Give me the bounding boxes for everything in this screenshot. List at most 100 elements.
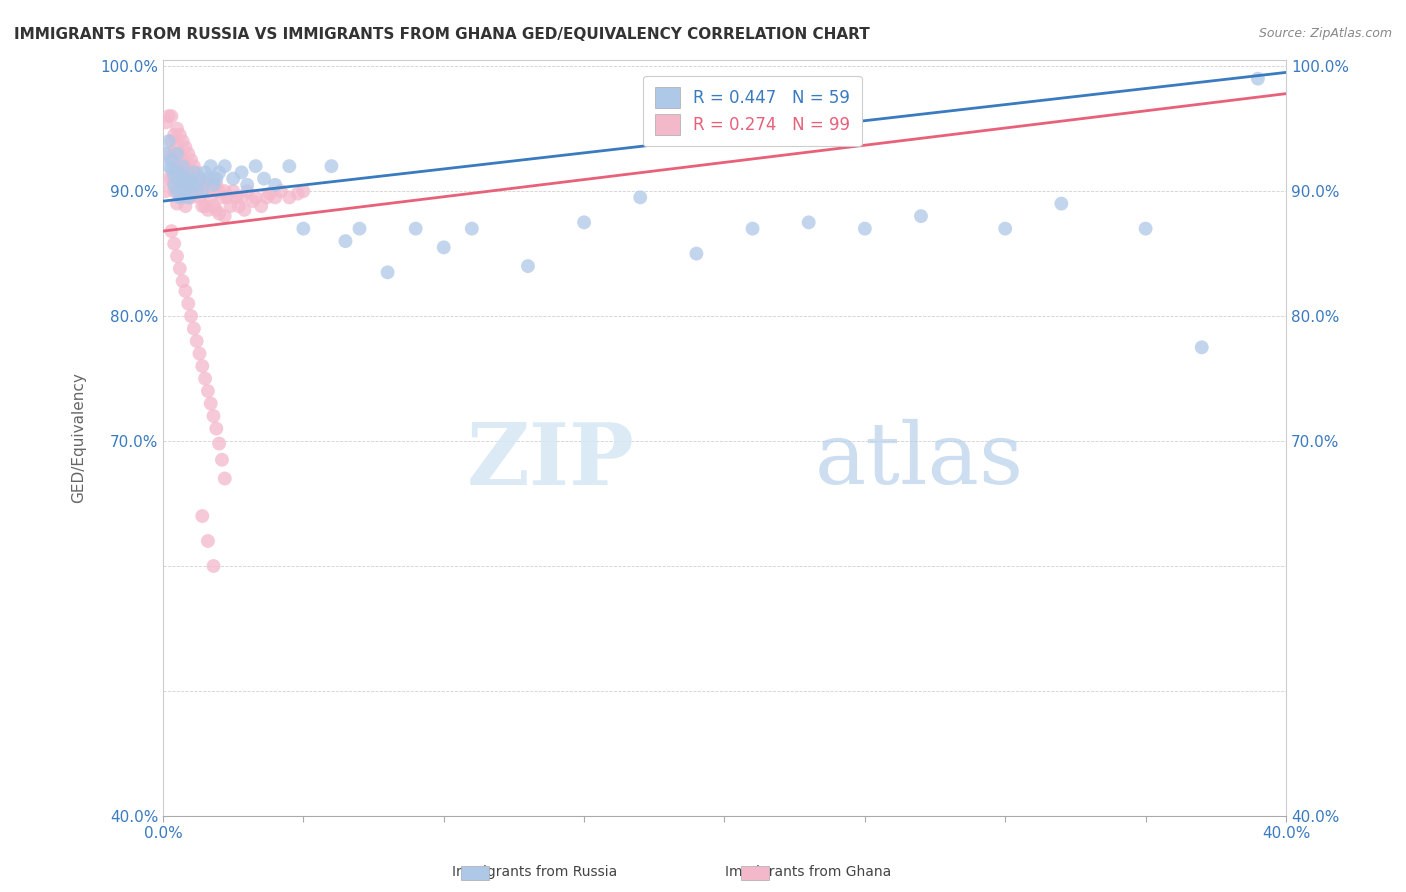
Point <box>172 169 194 183</box>
Point <box>163 128 186 142</box>
Point <box>163 165 186 179</box>
Point <box>335 234 357 248</box>
Y-axis label: GED/Equivalency: GED/Equivalency <box>72 373 86 503</box>
Point <box>211 190 233 204</box>
Point <box>177 146 200 161</box>
Text: Immigrants from Ghana: Immigrants from Ghana <box>725 865 891 880</box>
Point <box>177 184 200 198</box>
Point <box>160 161 183 176</box>
Point <box>200 159 222 173</box>
Point <box>174 178 197 192</box>
Point <box>214 184 236 198</box>
Point <box>222 171 245 186</box>
Point <box>197 202 219 217</box>
Point <box>180 190 202 204</box>
Point <box>197 184 219 198</box>
Point <box>183 159 205 173</box>
Point <box>155 184 177 198</box>
Point <box>163 236 186 251</box>
Point <box>166 178 188 192</box>
Point <box>461 221 484 235</box>
Point <box>259 186 281 201</box>
Point <box>245 190 267 204</box>
Point <box>172 274 194 288</box>
Point <box>205 202 228 217</box>
Point <box>197 384 219 398</box>
Point <box>172 159 194 173</box>
Point <box>166 196 188 211</box>
Point <box>256 190 278 204</box>
Point <box>264 178 287 192</box>
Point <box>253 171 276 186</box>
Point <box>194 199 217 213</box>
Point <box>572 215 595 229</box>
Text: Immigrants from Russia: Immigrants from Russia <box>451 865 617 880</box>
Point <box>172 190 194 204</box>
Point <box>157 146 180 161</box>
Point <box>250 199 273 213</box>
Point <box>180 171 202 186</box>
Point <box>166 146 188 161</box>
Point <box>202 409 225 423</box>
Point <box>217 190 239 204</box>
Point <box>169 146 191 161</box>
Point <box>264 190 287 204</box>
Point <box>166 159 188 173</box>
Point <box>169 174 191 188</box>
Legend: R = 0.447   N = 59, R = 0.274   N = 99: R = 0.447 N = 59, R = 0.274 N = 99 <box>643 76 862 146</box>
Point <box>157 134 180 148</box>
Point <box>180 184 202 198</box>
Point <box>405 221 427 235</box>
Point <box>172 134 194 148</box>
Point <box>163 184 186 198</box>
Point <box>160 109 183 123</box>
Point <box>166 121 188 136</box>
Point <box>200 396 222 410</box>
Point <box>177 190 200 204</box>
Text: ZIP: ZIP <box>467 418 634 502</box>
Point <box>169 128 191 142</box>
Point <box>287 186 309 201</box>
Point <box>160 153 183 167</box>
Point <box>236 184 259 198</box>
Point <box>228 199 250 213</box>
Point <box>222 184 245 198</box>
Point <box>155 115 177 129</box>
Point <box>188 171 211 186</box>
Point <box>177 296 200 310</box>
Point <box>628 190 651 204</box>
Point <box>169 165 191 179</box>
Point <box>245 159 267 173</box>
Point <box>233 202 256 217</box>
Point <box>214 159 236 173</box>
Point <box>174 178 197 192</box>
Point <box>292 221 315 235</box>
Point <box>186 165 208 179</box>
Point <box>197 534 219 549</box>
Point <box>174 159 197 173</box>
Point <box>205 178 228 192</box>
Point <box>231 165 253 179</box>
Point <box>994 221 1017 235</box>
Point <box>183 165 205 179</box>
Point <box>180 174 202 188</box>
Point <box>169 184 191 198</box>
Text: IMMIGRANTS FROM RUSSIA VS IMMIGRANTS FROM GHANA GED/EQUIVALENCY CORRELATION CHAR: IMMIGRANTS FROM RUSSIA VS IMMIGRANTS FRO… <box>14 27 870 42</box>
Point <box>177 165 200 179</box>
Point <box>1135 221 1157 235</box>
Point <box>270 184 292 198</box>
Point <box>242 194 264 208</box>
Point <box>194 165 217 179</box>
Point <box>194 178 217 192</box>
Point <box>741 221 763 235</box>
Point <box>188 190 211 204</box>
Point <box>160 224 183 238</box>
Point <box>163 146 186 161</box>
Point <box>157 159 180 173</box>
Point <box>292 184 315 198</box>
Point <box>180 153 202 167</box>
Point <box>200 190 222 204</box>
Point <box>685 246 707 260</box>
Point <box>186 334 208 348</box>
Point <box>186 184 208 198</box>
